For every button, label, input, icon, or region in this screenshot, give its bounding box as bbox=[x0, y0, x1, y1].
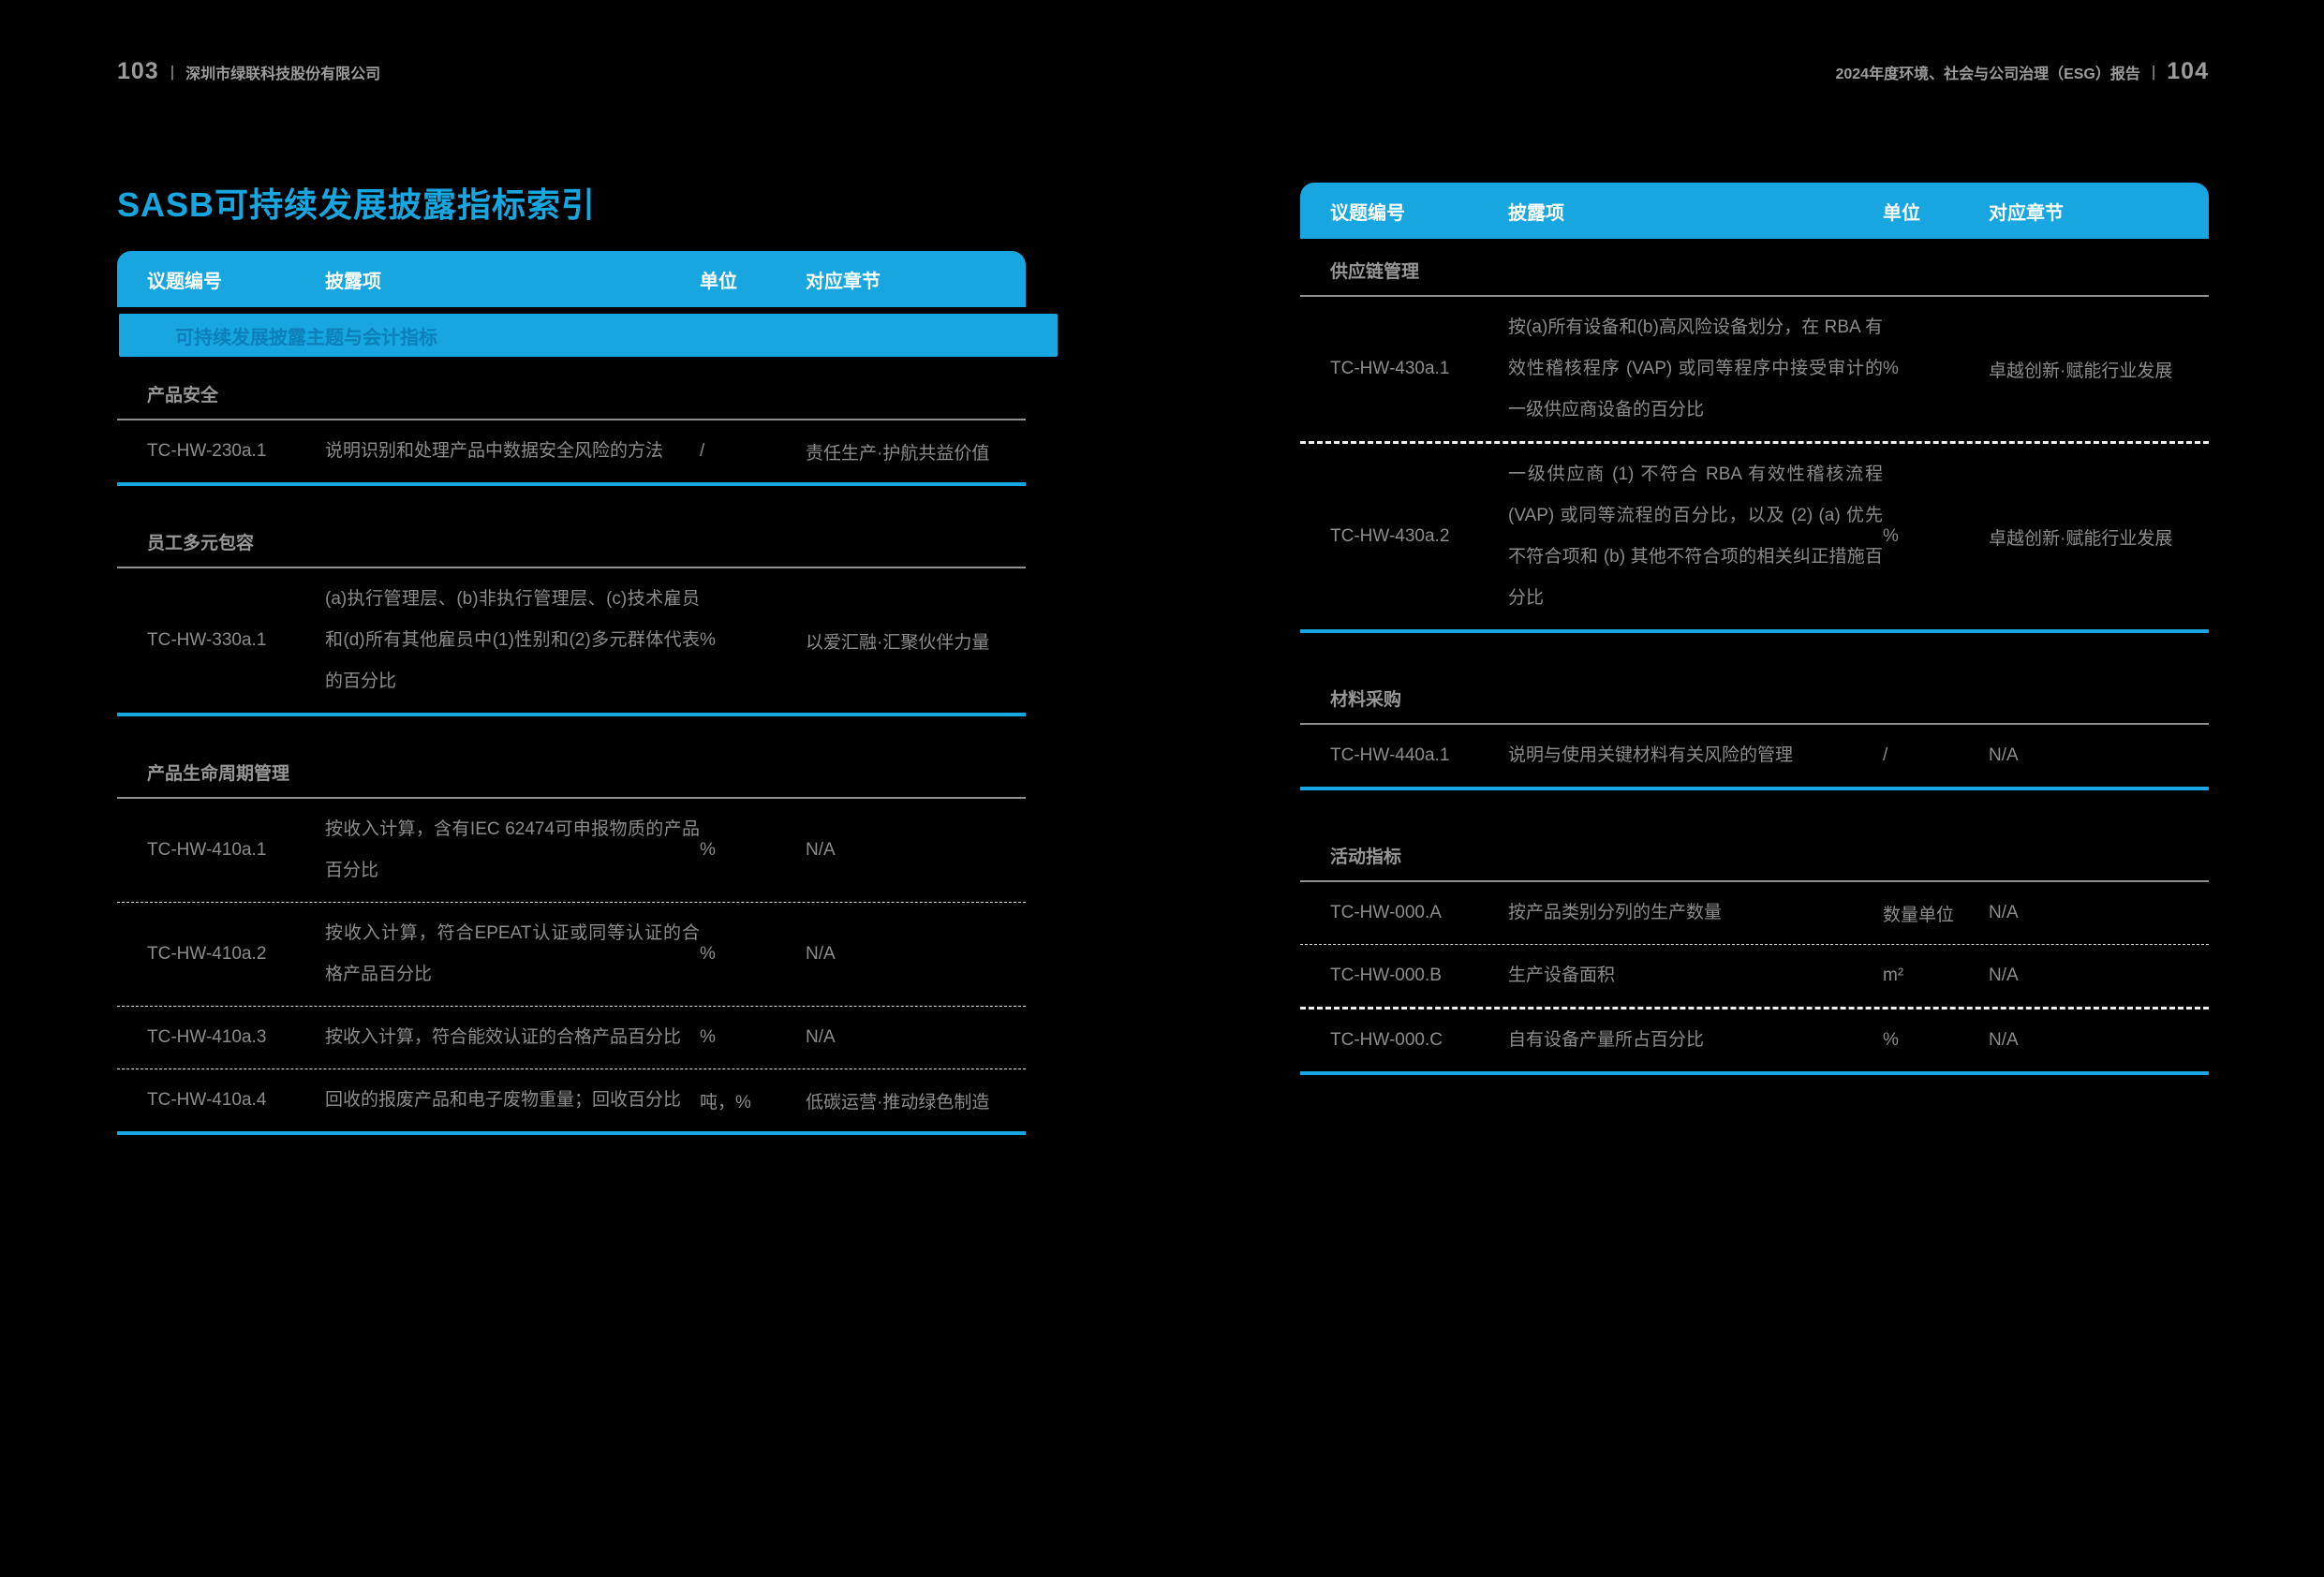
cell-disclosure: 一级供应商 (1) 不符合 RBA 有效性稽核流程 (VAP) 或同等流程的百分… bbox=[1508, 464, 1883, 608]
table-row: TC-HW-330a.1 (a)执行管理层、(b)非执行管理层、(c)技术雇员和… bbox=[117, 568, 1026, 713]
section-title: 材料采购 bbox=[1300, 685, 2209, 725]
cell-chapter: N/A bbox=[806, 944, 836, 964]
cell-topic-code: TC-HW-000.B bbox=[1330, 965, 1442, 985]
header-separator: | bbox=[2151, 62, 2156, 81]
cell-disclosure: 按收入计算，含有IEC 62474可申报物质的产品百分比 bbox=[325, 819, 700, 880]
cell-chapter: 卓越创新·赋能行业发展 bbox=[1989, 361, 2173, 381]
table-row: TC-HW-410a.3 按收入计算，符合能效认证的合格产品百分比 % N/A bbox=[117, 1007, 1026, 1069]
table-subheader-band: 可持续发展披露主题与会计指标 bbox=[119, 314, 1058, 357]
cell-chapter: 以爱汇融·汇聚伙伴力量 bbox=[806, 632, 990, 653]
section-product-lifecycle: 产品生命周期管理 TC-HW-410a.1 按收入计算，含有IEC 62474可… bbox=[117, 759, 1026, 1135]
cell-unit: / bbox=[1883, 745, 1888, 765]
cell-chapter: N/A bbox=[1989, 903, 2019, 922]
cell-unit: m² bbox=[1883, 965, 1904, 985]
page-number-left: 103 bbox=[117, 58, 159, 84]
cell-disclosure: 自有设备产量所占百分比 bbox=[1508, 1030, 1705, 1050]
cell-disclosure: 说明识别和处理产品中数据安全风险的方法 bbox=[325, 441, 664, 461]
cell-topic-code: TC-HW-430a.1 bbox=[1330, 359, 1450, 378]
running-header-right: 2024年度环境、社会与公司治理（ESG）报告 | 104 bbox=[1835, 58, 2209, 85]
header-separator: | bbox=[170, 62, 175, 81]
cell-unit: % bbox=[700, 630, 716, 650]
column-header-disclosure: 披露项 bbox=[325, 271, 381, 292]
sasb-index-table-left: 议题编号 披露项 单位 对应章节 可持续发展披露主题与会计指标 产品安全 TC-… bbox=[117, 251, 1058, 1135]
cell-topic-code: TC-HW-330a.1 bbox=[147, 630, 267, 650]
sasb-index-table-right: 议题编号 披露项 单位 对应章节 供应链管理 TC-HW-430a.1 按(a)… bbox=[1300, 183, 2209, 1075]
report-title: 2024年度环境、社会与公司治理（ESG）报告 bbox=[1835, 66, 2140, 82]
cell-topic-code: TC-HW-430a.2 bbox=[1330, 526, 1450, 546]
section-title: 活动指标 bbox=[1300, 843, 2209, 882]
cell-disclosure: 按(a)所有设备和(b)高风险设备划分，在 RBA 有效性稽核程序 (VAP) … bbox=[1508, 317, 1883, 420]
cell-chapter: N/A bbox=[806, 840, 836, 860]
cell-unit: 吨，% bbox=[700, 1092, 751, 1113]
table-row: TC-HW-000.A 按产品类别分列的生产数量 数量单位 N/A bbox=[1300, 882, 2209, 945]
cell-disclosure: 按收入计算，符合EPEAT认证或同等认证的合格产品百分比 bbox=[325, 923, 700, 984]
section-title: 供应链管理 bbox=[1300, 258, 2209, 297]
table-row: TC-HW-410a.2 按收入计算，符合EPEAT认证或同等认证的合格产品百分… bbox=[117, 903, 1026, 1007]
cell-chapter: 责任生产·护航共益价值 bbox=[806, 443, 990, 464]
cell-topic-code: TC-HW-000.A bbox=[1330, 903, 1442, 922]
cell-unit: % bbox=[1883, 1030, 1899, 1050]
cell-disclosure: 按收入计算，符合能效认证的合格产品百分比 bbox=[325, 1027, 682, 1047]
cell-chapter: N/A bbox=[806, 1027, 836, 1047]
running-header-left: 103 | 深圳市绿联科技股份有限公司 bbox=[117, 58, 380, 85]
cell-unit: 数量单位 bbox=[1883, 905, 1955, 925]
cell-disclosure: 回收的报废产品和电子废物重量；回收百分比 bbox=[325, 1090, 682, 1110]
cell-topic-code: TC-HW-410a.1 bbox=[147, 840, 267, 860]
table-row: TC-HW-440a.1 说明与使用关键材料有关风险的管理 / N/A bbox=[1300, 725, 2209, 787]
section-product-safety: 产品安全 TC-HW-230a.1 说明识别和处理产品中数据安全风险的方法 / … bbox=[117, 381, 1026, 486]
page-title: SASB可持续发展披露指标索引 bbox=[117, 185, 597, 224]
cell-unit: % bbox=[700, 1027, 716, 1047]
section-activity-metrics: 活动指标 TC-HW-000.A 按产品类别分列的生产数量 数量单位 N/A T… bbox=[1300, 843, 2209, 1075]
section-supply-chain: 供应链管理 TC-HW-430a.1 按(a)所有设备和(b)高风险设备划分，在… bbox=[1300, 258, 2209, 633]
table-header-row: 议题编号 披露项 单位 对应章节 bbox=[117, 251, 1026, 307]
cell-chapter: 低碳运营·推动绿色制造 bbox=[806, 1092, 990, 1113]
cell-topic-code: TC-HW-410a.3 bbox=[147, 1027, 267, 1047]
column-header-unit: 单位 bbox=[700, 271, 737, 292]
section-title: 员工多元包容 bbox=[117, 529, 1026, 568]
cell-chapter: N/A bbox=[1989, 965, 2019, 985]
column-header-topic-code: 议题编号 bbox=[1330, 202, 1405, 224]
cell-topic-code: TC-HW-000.C bbox=[1330, 1030, 1443, 1050]
cell-topic-code: TC-HW-410a.2 bbox=[147, 944, 267, 964]
section-employee-diversity: 员工多元包容 TC-HW-330a.1 (a)执行管理层、(b)非执行管理层、(… bbox=[117, 529, 1026, 716]
cell-disclosure: (a)执行管理层、(b)非执行管理层、(c)技术雇员和(d)所有其他雇员中(1)… bbox=[325, 589, 700, 691]
column-header-chapter: 对应章节 bbox=[806, 271, 881, 292]
cell-disclosure: 按产品类别分列的生产数量 bbox=[1508, 903, 1723, 922]
cell-unit: % bbox=[1883, 526, 1899, 546]
table-row: TC-HW-410a.4 回收的报废产品和电子废物重量；回收百分比 吨，% 低碳… bbox=[117, 1069, 1026, 1131]
table-row: TC-HW-410a.1 按收入计算，含有IEC 62474可申报物质的产品百分… bbox=[117, 799, 1026, 903]
band-label: 可持续发展披露主题与会计指标 bbox=[175, 327, 437, 348]
table-header-row: 议题编号 披露项 单位 对应章节 bbox=[1300, 183, 2209, 239]
cell-chapter: N/A bbox=[1989, 745, 2019, 765]
company-name: 深圳市绿联科技股份有限公司 bbox=[185, 66, 381, 82]
column-header-topic-code: 议题编号 bbox=[147, 271, 222, 292]
cell-disclosure: 说明与使用关键材料有关风险的管理 bbox=[1508, 745, 1794, 765]
cell-chapter: N/A bbox=[1989, 1030, 2019, 1050]
column-header-chapter: 对应章节 bbox=[1989, 202, 2064, 224]
cell-topic-code: TC-HW-410a.4 bbox=[147, 1090, 267, 1110]
section-title: 产品安全 bbox=[117, 381, 1026, 420]
cell-chapter: 卓越创新·赋能行业发展 bbox=[1989, 528, 2173, 549]
cell-topic-code: TC-HW-440a.1 bbox=[1330, 745, 1450, 765]
column-header-unit: 单位 bbox=[1883, 202, 1920, 224]
table-row: TC-HW-430a.2 一级供应商 (1) 不符合 RBA 有效性稽核流程 (… bbox=[1300, 444, 2209, 629]
column-header-disclosure: 披露项 bbox=[1508, 202, 1564, 224]
cell-unit: % bbox=[700, 840, 716, 860]
table-row: TC-HW-230a.1 说明识别和处理产品中数据安全风险的方法 / 责任生产·… bbox=[117, 420, 1026, 482]
cell-unit: % bbox=[1883, 359, 1899, 378]
cell-unit: % bbox=[700, 944, 716, 964]
section-title: 产品生命周期管理 bbox=[117, 759, 1026, 799]
cell-disclosure: 生产设备面积 bbox=[1508, 965, 1616, 985]
table-row: TC-HW-430a.1 按(a)所有设备和(b)高风险设备划分，在 RBA 有… bbox=[1300, 297, 2209, 444]
page-number-right: 104 bbox=[2167, 58, 2209, 84]
section-materials-sourcing: 材料采购 TC-HW-440a.1 说明与使用关键材料有关风险的管理 / N/A bbox=[1300, 685, 2209, 790]
table-row: TC-HW-000.C 自有设备产量所占百分比 % N/A bbox=[1300, 1010, 2209, 1071]
cell-topic-code: TC-HW-230a.1 bbox=[147, 441, 267, 461]
table-row: TC-HW-000.B 生产设备面积 m² N/A bbox=[1300, 945, 2209, 1010]
cell-unit: / bbox=[700, 441, 705, 461]
